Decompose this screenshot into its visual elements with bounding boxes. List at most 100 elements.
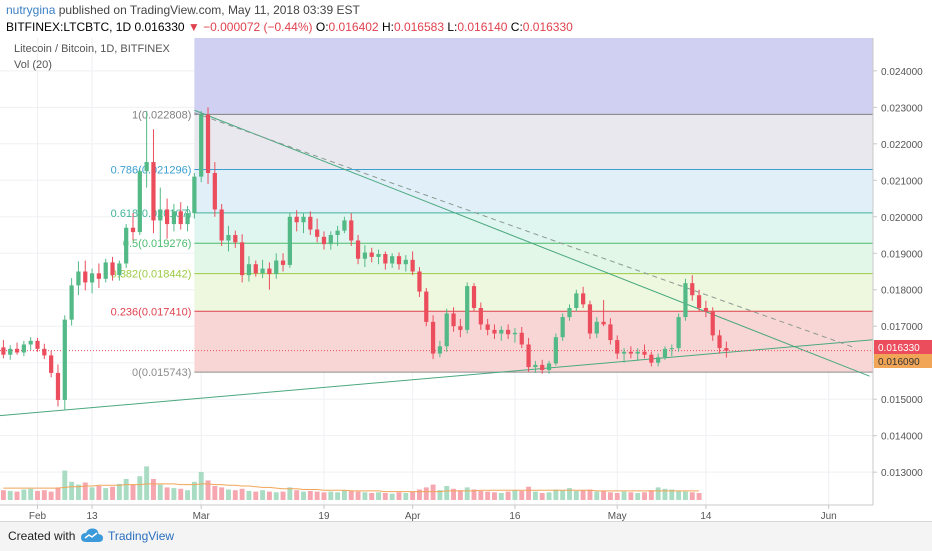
fib-label-0.382: 0.382(0.018442) [111,269,192,281]
fib-label-1: 1(0.022808) [132,109,191,121]
candle [410,251,415,276]
fib-band-1 [194,114,873,170]
volume-bar [314,491,320,500]
time-tick-label: 16 [509,511,521,521]
volume-bar [260,490,266,500]
legend-title: Litecoin / Bitcoin, 1D, BITFINEX [14,43,171,55]
trendline-1[interactable] [0,339,874,417]
price-tick-label: 0.023000 [881,103,923,114]
candle [267,262,272,290]
legend-volume: Vol (20) [14,59,52,71]
volume-bar [621,491,627,500]
candle [662,346,668,360]
volume-bar [451,488,457,500]
candle [342,216,347,234]
candle [328,231,333,250]
volume-bar [396,492,402,500]
symbol-quote-line: BITFINEX:LTCBTC, 1D 0.016330 ▼ −0.000072… [6,20,573,34]
candle [417,267,422,298]
candle [89,268,95,294]
candle [233,230,238,248]
volume-bar [178,488,184,500]
price-tick-label: 0.014000 [881,432,923,443]
candle [260,259,265,279]
candle [130,213,136,241]
price-tick-label: 0.015000 [881,395,923,406]
time-axis[interactable]: Feb 13 Mar 19 Apr 16 May 14 Jun [29,505,837,521]
candle [635,348,640,361]
volume-bar [648,490,654,500]
volume-bar [21,489,27,500]
volume-bar [655,487,661,500]
volume-bar [171,488,177,500]
candle [690,275,695,301]
volume-bar [560,490,566,500]
volume-bar [341,490,347,500]
candlesticks [1,107,729,411]
candle [124,224,129,268]
candle [703,300,709,318]
price-badges: 0.016330 0.016090 [874,340,932,368]
volume-bar [430,484,436,500]
volume-bar [662,488,668,500]
candle [301,213,306,234]
candle [574,289,579,312]
volume-bar [157,484,163,500]
volume-bar [423,487,429,500]
candle [355,235,361,265]
volume-bar [89,487,95,500]
volume-bar [191,481,197,500]
volume-bar [321,492,327,500]
tradingview-cloud-icon [81,528,103,542]
volume-bar [307,490,313,500]
candle [253,260,258,277]
last-price: 0.016330 [134,20,185,34]
volume-bar [437,490,443,500]
fib-label-0.5: 0.5(0.019276) [123,238,192,250]
candle [676,313,681,352]
ma-badge [874,354,932,368]
price-axis-bg [873,38,932,495]
trendlines[interactable] [0,109,874,417]
price-chart[interactable]: 1(0.022808) 0.786(0.021296) 0.618(0.020107… [0,38,932,521]
candle [683,278,688,321]
price-tick-label: 0.017000 [881,322,923,333]
candle [117,260,122,281]
author-name[interactable]: nutrygina [6,3,56,17]
volume-bar [573,490,579,500]
volume-bar [69,481,75,500]
volume-bar [485,491,491,500]
fib-band-0.236 [194,311,873,373]
time-tick-label: 14 [700,511,712,521]
candle [499,326,504,341]
volume-bar [266,491,272,500]
candle [505,324,511,339]
volume-bar [226,489,231,500]
time-tick-label: May [608,511,627,521]
volume-bar [444,486,450,500]
last-price-badge [874,340,932,354]
tradingview-brand[interactable]: TradingView [108,529,175,543]
volume-bar [212,486,218,500]
candle [649,351,654,367]
candle [581,286,586,308]
last-price-badge-text: 0.016330 [878,343,920,354]
volume-bar [14,491,20,500]
candle [1,340,6,359]
trendline-2[interactable] [194,109,870,377]
candle [49,351,54,378]
volume-bar [355,491,361,500]
volume-bar [130,484,136,500]
volume-bar [382,493,388,500]
candle [226,225,231,252]
volume-bar [607,492,613,500]
volume-bar [416,489,422,500]
volume-bar [628,492,634,500]
candle [512,328,518,343]
volume-bar [41,490,47,500]
trendline-3[interactable] [194,112,857,349]
fibonacci-retracement[interactable]: 1(0.022808) 0.786(0.021296) 0.618(0.020107… [111,38,873,379]
volume-bar [492,492,497,500]
candle [151,129,156,234]
candle [724,341,729,358]
